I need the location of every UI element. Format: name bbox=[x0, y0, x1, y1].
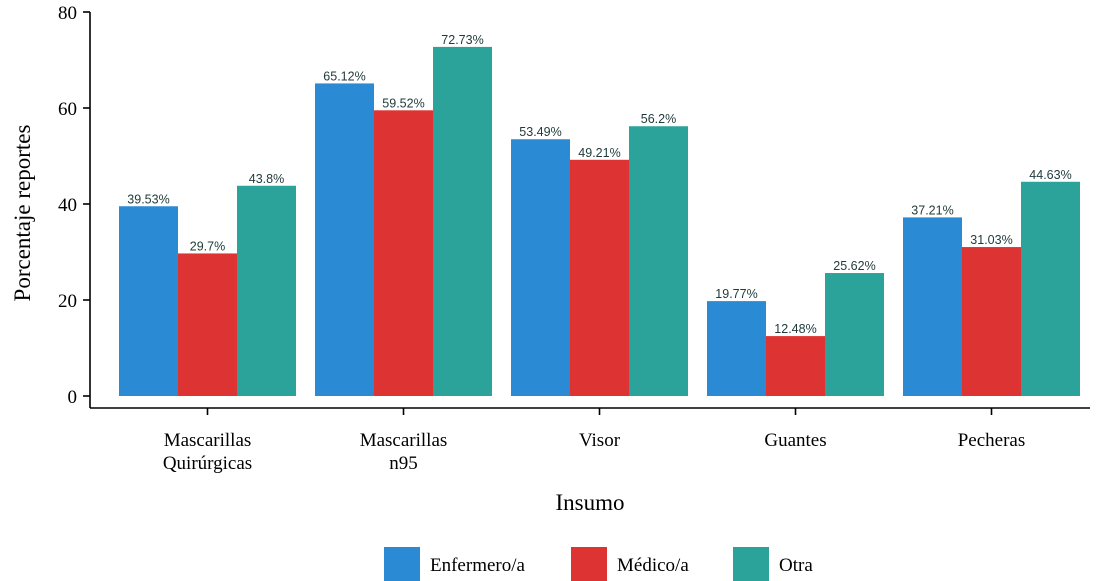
bar-otra-3 bbox=[629, 126, 688, 397]
data-label-medico-a-1: 29.7% bbox=[190, 239, 225, 253]
data-labels-group: 39.53% 65.12% 53.49% 19.77% 37.21% 29.7% 59.52… bbox=[127, 33, 1071, 336]
bar-medico-a-5 bbox=[962, 247, 1021, 396]
data-label-otra-1: 43.8% bbox=[249, 172, 284, 186]
data-label-enfermero-a-3: 53.49% bbox=[519, 125, 561, 139]
y-tick-label-40: 40 bbox=[58, 195, 77, 216]
legend-label-medico-a: Médico/a bbox=[617, 555, 689, 576]
data-label-enfermero-a-4: 19.77% bbox=[715, 287, 757, 301]
legend-label-otra: Otra bbox=[779, 555, 813, 576]
bar-otra-5 bbox=[1021, 181, 1080, 396]
bar-enfermero-a-4 bbox=[707, 301, 766, 396]
x-axis-title: Insumo bbox=[556, 490, 625, 515]
data-label-otra-5: 44.63% bbox=[1029, 168, 1071, 182]
bar-enfermero-a-1 bbox=[119, 206, 178, 396]
bar-enfermero-a-5 bbox=[903, 217, 962, 396]
legend-swatch-medico-a bbox=[571, 547, 607, 581]
legend-swatch-otra bbox=[733, 547, 769, 581]
data-label-medico-a-2: 59.52% bbox=[382, 96, 424, 110]
y-ticks-group: 0 20 40 60 80 bbox=[58, 3, 90, 408]
bar-otra-2 bbox=[433, 46, 492, 397]
data-label-medico-a-3: 49.21% bbox=[578, 146, 620, 160]
y-tick-label-80: 80 bbox=[58, 3, 77, 24]
bar-medico-a-1 bbox=[178, 253, 237, 396]
legend-label-enfermero-a: Enfermero/a bbox=[430, 555, 526, 576]
x-tick-label-4: Guantes bbox=[764, 430, 826, 451]
y-tick-label-60: 60 bbox=[58, 99, 77, 120]
bar-enfermero-a-2 bbox=[315, 83, 374, 396]
x-tick-label-1: Mascarillas Quirúrgicas bbox=[163, 430, 252, 474]
data-label-medico-a-4: 12.48% bbox=[774, 322, 816, 336]
y-tick-label-20: 20 bbox=[58, 291, 77, 312]
data-label-otra-2: 72.73% bbox=[441, 33, 483, 47]
x-ticks-group: Mascarillas Quirúrgicas Mascarillas n95 Viso… bbox=[163, 408, 1025, 474]
data-label-otra-4: 25.62% bbox=[833, 259, 875, 273]
bar-medico-a-2 bbox=[374, 110, 433, 396]
bar-otra-1 bbox=[237, 185, 296, 396]
legend: Enfermero/a Médico/a Otra bbox=[384, 547, 813, 581]
x-tick-label-5: Pecheras bbox=[958, 430, 1026, 451]
x-tick-label-2: Mascarillas n95 bbox=[360, 430, 448, 474]
y-axis-title: Porcentaje reportes bbox=[10, 125, 35, 302]
bar-otra-4 bbox=[825, 273, 884, 396]
data-label-enfermero-a-2: 65.12% bbox=[323, 69, 365, 83]
data-label-medico-a-5: 31.03% bbox=[970, 233, 1012, 247]
bars-group bbox=[119, 46, 1080, 397]
legend-swatch-enfermero-a bbox=[384, 547, 420, 581]
data-label-enfermero-a-1: 39.53% bbox=[127, 192, 169, 206]
x-tick-label-3: Visor bbox=[579, 430, 621, 451]
data-label-enfermero-a-5: 37.21% bbox=[911, 203, 953, 217]
bar-medico-a-3 bbox=[570, 159, 629, 396]
bar-enfermero-a-3 bbox=[511, 139, 570, 397]
y-tick-label-0: 0 bbox=[68, 387, 78, 408]
data-label-otra-3: 56.2% bbox=[641, 112, 676, 126]
bar-medico-a-4 bbox=[766, 336, 825, 396]
